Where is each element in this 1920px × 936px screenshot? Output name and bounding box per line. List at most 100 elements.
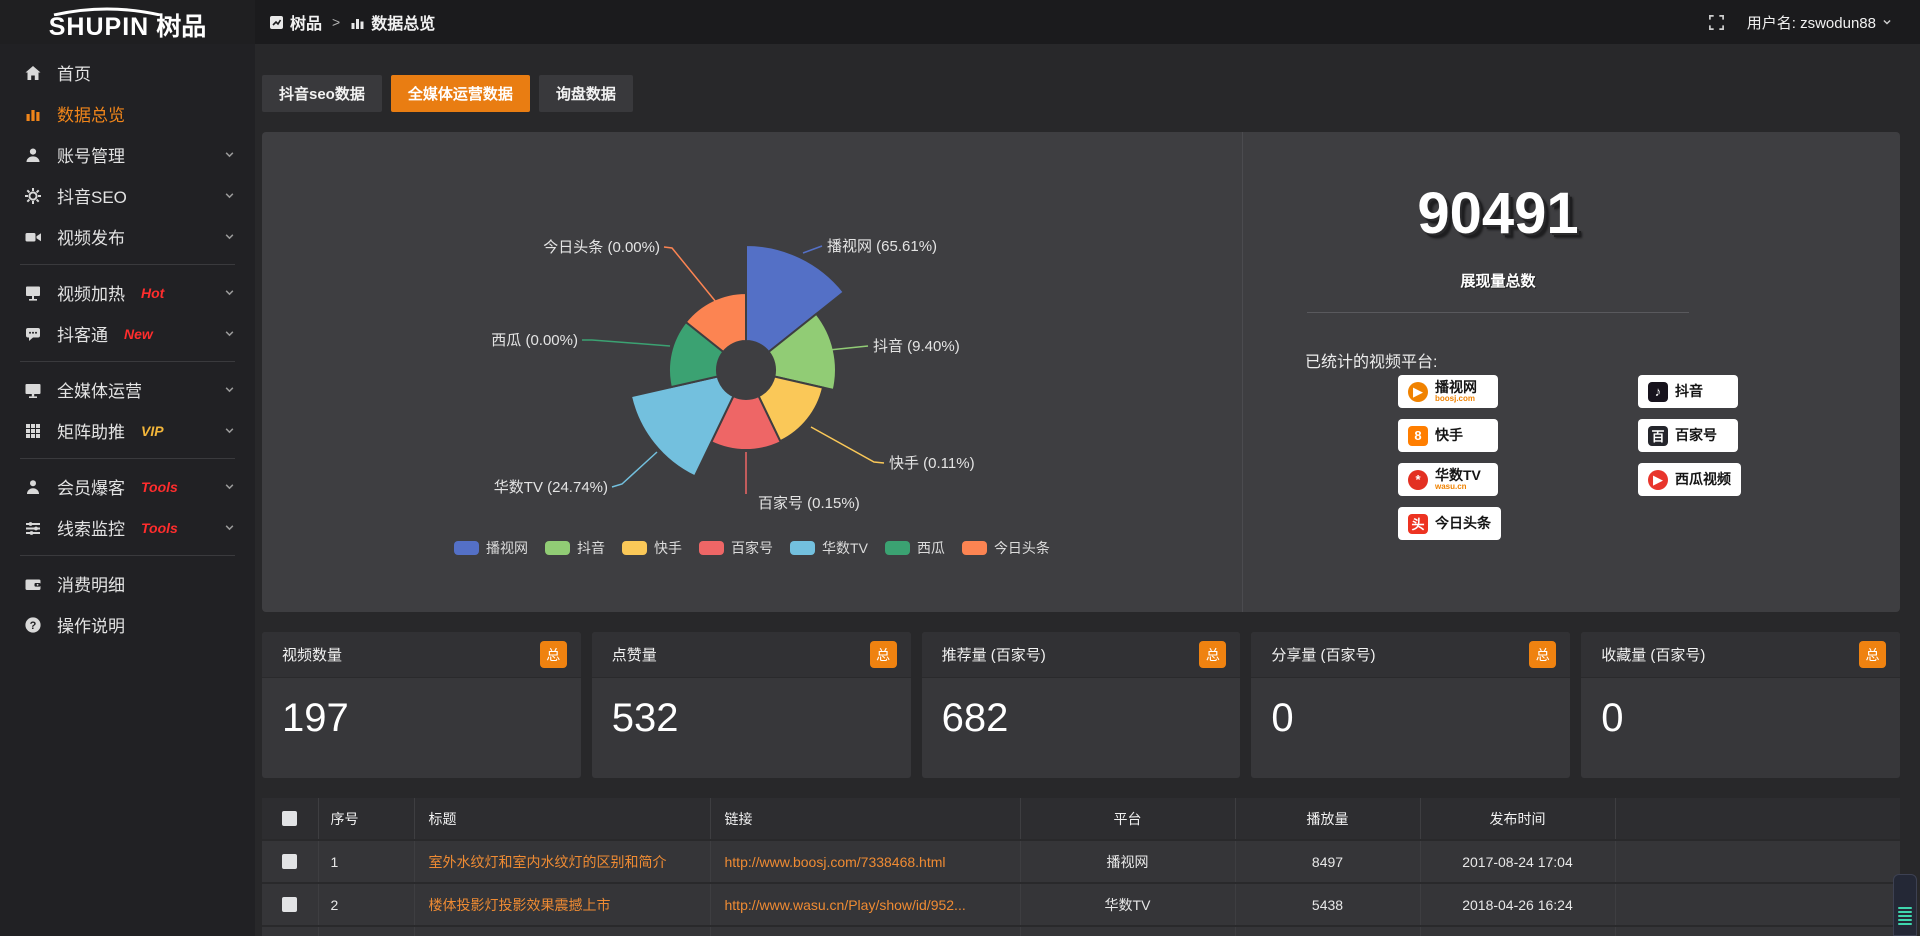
chart-legend: 播视网 抖音 快手 百家号 华数TV 西瓜 今日头条: [262, 538, 1242, 558]
row-checkbox[interactable]: [282, 897, 298, 912]
chevron-down-icon: [222, 479, 237, 494]
sidebar-item-label: 矩阵助推: [57, 423, 125, 442]
sidebar-item-label: 全媒体运营: [57, 382, 142, 401]
breadcrumb-current[interactable]: 数据总览: [350, 10, 435, 34]
legend-item-今日头条[interactable]: 今日头条: [961, 538, 1050, 558]
platform-badge-快手: 8 快手: [1398, 419, 1498, 452]
legend-label: 抖音: [577, 540, 606, 556]
legend-item-华数TV[interactable]: 华数TV: [790, 538, 868, 558]
sidebar-item-13[interactable]: ? 操作说明: [0, 604, 255, 645]
stat-card-title: 推荐量 (百家号): [941, 647, 1046, 664]
sidebar-item-11[interactable]: 线索监控 Tools: [0, 507, 255, 548]
row-index: 2: [318, 883, 415, 926]
sidebar-item-8[interactable]: 全媒体运营: [0, 369, 255, 410]
video-title-link[interactable]: 室外水纹灯和室内水纹灯的区别和简介: [428, 853, 667, 870]
legend-swatch: [545, 541, 571, 555]
tab-3[interactable]: 询盘数据: [538, 75, 633, 112]
video-link-cell: http://www.boosj.com/7338468.html: [710, 840, 1021, 883]
platform-name: 华数TV: [1435, 467, 1481, 484]
sidebar-item-4[interactable]: 抖音SEO: [0, 175, 255, 216]
sidebar-item-3[interactable]: 账号管理: [0, 134, 255, 175]
column-header-empty: [1615, 798, 1900, 840]
legend-item-快手[interactable]: 快手: [622, 538, 682, 558]
table-row-2: 2 楼体投影灯投影效果震撼上市 http://www.wasu.cn/Play/sh…: [262, 883, 1900, 926]
sidebar-item-label: 操作说明: [57, 617, 125, 636]
stat-cards: 视频数量总 197 点赞量总 532 推荐量 (百家号) 总 682 分享量 (百家号) 总 0 收…: [262, 632, 1900, 778]
pie-slice-华数TV[interactable]: [629, 375, 735, 478]
video-url-link[interactable]: http://www.boosj.com/7338468.html: [724, 854, 946, 871]
legend-label: 播视网: [486, 540, 529, 556]
platform-cell: 华数TV: [1020, 883, 1236, 926]
sidebar-item-2[interactable]: 数据总览: [0, 93, 255, 134]
legend-swatch: [884, 541, 910, 555]
sliders-icon: [26, 521, 40, 535]
user-menu[interactable]: 用户名: zswodun88: [1747, 12, 1894, 33]
table-header-row: 序号 标题 链接 平台 播放量 发布时间: [262, 798, 1900, 840]
svg-text:?: ?: [30, 619, 37, 631]
app-logo[interactable]: SHUPIN 树品: [0, 0, 255, 44]
label-connector: [828, 345, 869, 351]
sidebar-item-12[interactable]: 消费明细: [0, 563, 255, 604]
topbar-right: 用户名: zswodun88: [1708, 12, 1920, 33]
stat-card-header: 收藏量 (百家号) 总: [1581, 632, 1900, 678]
publish-time-cell: 2018-04-26 16:24: [1420, 883, 1616, 926]
video-url-link[interactable]: http://www.wasu.cn/Play/show/id/952...: [724, 897, 966, 914]
sidebar-item-5[interactable]: 视频发布: [0, 216, 255, 257]
legend-swatch: [961, 541, 987, 555]
user-icon: [26, 148, 40, 162]
platform-badge-播视网: ▶ 播视网 boosj.com: [1398, 375, 1498, 408]
platform-name: 抖音: [1675, 383, 1703, 400]
sidebar-divider: [20, 264, 235, 265]
floating-widget[interactable]: [1893, 874, 1917, 936]
row-select-cell: [262, 840, 319, 883]
breadcrumb-root[interactable]: 树品: [269, 10, 322, 34]
sidebar-item-7[interactable]: 抖客通 New: [0, 313, 255, 354]
sidebar-item-badge: VIP: [141, 422, 164, 439]
fullscreen-icon[interactable]: [1708, 14, 1725, 31]
question-icon: ?: [25, 616, 41, 633]
wasu-logo: *: [1408, 469, 1428, 490]
baijiahao-logo: 百: [1648, 425, 1668, 446]
column-header: 发布时间: [1420, 798, 1616, 840]
platform-badge-华数TV: * 华数TV wasu.cn: [1398, 463, 1498, 496]
tab-1[interactable]: 抖音seo数据: [262, 75, 382, 112]
legend-item-百家号[interactable]: 百家号: [699, 538, 773, 558]
legend-item-播视网[interactable]: 播视网: [454, 538, 528, 558]
plays-cell: 8497: [1235, 840, 1421, 883]
stat-card-1: 视频数量 总 197: [262, 632, 581, 778]
stat-card-2: 点赞量 总 532: [591, 632, 911, 778]
pie-slice-今日头条[interactable]: [684, 291, 747, 354]
row-index: 1: [318, 840, 415, 883]
table-row-partial: [262, 926, 1900, 936]
platform-badge-抖音: ♪ 抖音: [1638, 375, 1738, 408]
sidebar-item-6[interactable]: 视频加热 Hot: [0, 272, 255, 313]
empty-cell: [1615, 840, 1900, 883]
widget-stripe: [1898, 911, 1912, 913]
sidebar-item-label: 账号管理: [57, 147, 125, 166]
row-checkbox[interactable]: [282, 854, 298, 869]
pie-slice-抖音[interactable]: [767, 312, 837, 392]
select-all-cell: [262, 798, 319, 840]
sidebar-item-9[interactable]: 矩阵助推 VIP: [0, 410, 255, 451]
sidebar-item-label: 数据总览: [57, 106, 125, 125]
widget-stripe: [1898, 919, 1912, 921]
platform-name: 今日头条: [1435, 515, 1491, 532]
sidebar-item-10[interactable]: 会员爆客 Tools: [0, 466, 255, 507]
select-all-checkbox[interactable]: [282, 811, 298, 826]
legend-label: 西瓜: [916, 540, 945, 556]
chevron-down-icon: [222, 285, 237, 300]
legend-item-西瓜[interactable]: 西瓜: [884, 538, 945, 558]
stat-card-header: 推荐量 (百家号) 总: [921, 632, 1241, 678]
pie-label: 华数TV (24.74%): [494, 479, 608, 496]
video-title-link[interactable]: 楼体投影灯投影效果震撼上市: [428, 896, 611, 913]
screen-icon: [26, 286, 40, 301]
sidebar-item-label: 视频加热: [57, 285, 125, 304]
pie-slice-播视网[interactable]: [745, 243, 846, 354]
video-title-cell: 室外水纹灯和室内水纹灯的区别和简介: [414, 840, 711, 883]
tab-2[interactable]: 全媒体运营数据: [390, 75, 530, 112]
sidebar-item-1[interactable]: 首页: [0, 52, 255, 93]
sidebar-item-label: 线索监控: [57, 520, 125, 539]
stat-card-title: 收藏量 (百家号): [1601, 647, 1706, 664]
video-camera-icon: [25, 232, 41, 241]
legend-item-抖音[interactable]: 抖音: [545, 538, 605, 558]
